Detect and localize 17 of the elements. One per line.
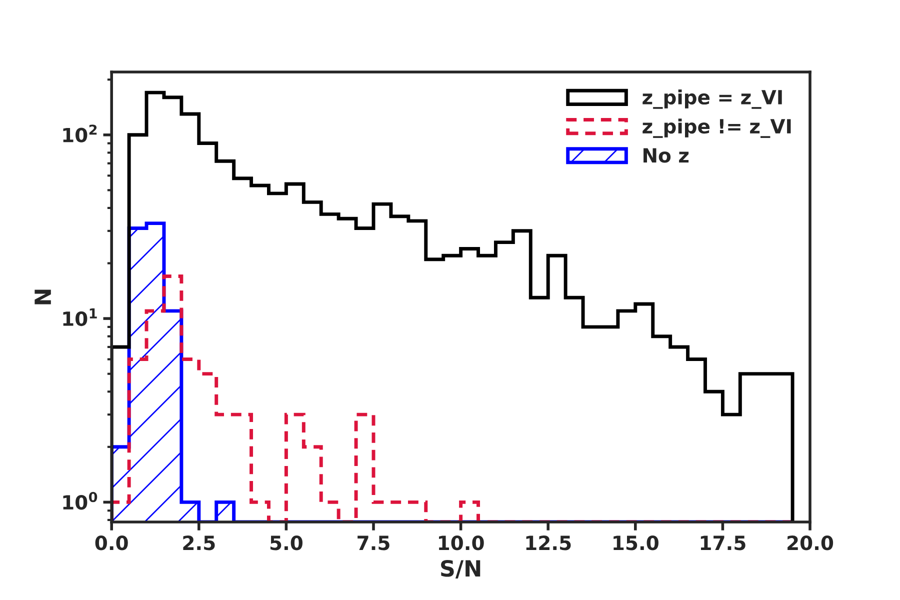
legend-label: z_pipe != z_VI bbox=[642, 118, 791, 138]
x-axis-title: S/N bbox=[441, 560, 480, 579]
x-tick-label: 5.0 bbox=[270, 536, 302, 550]
y-tick-label: 10$^{0}$ bbox=[63, 492, 98, 510]
x-tick-label: 12.5 bbox=[526, 536, 571, 550]
x-tick-label: 15.0 bbox=[614, 536, 658, 550]
y-tick-label: 10$^{1}$ bbox=[63, 308, 97, 326]
y-axis-title: N bbox=[34, 290, 51, 304]
x-tick-label: 20.0 bbox=[788, 536, 834, 550]
x-tick-label: 0.0 bbox=[95, 536, 128, 550]
legend-label: z_pipe = z_VI bbox=[642, 90, 782, 109]
x-tick-label: 10.0 bbox=[439, 536, 484, 550]
x-tick-label: 17.5 bbox=[700, 536, 746, 550]
y-tick-label: 10$^{2}$ bbox=[63, 124, 97, 142]
legend-label: No z bbox=[644, 148, 689, 163]
x-tick-label: 2.5 bbox=[183, 536, 215, 550]
x-tick-label: 7.5 bbox=[358, 536, 390, 550]
